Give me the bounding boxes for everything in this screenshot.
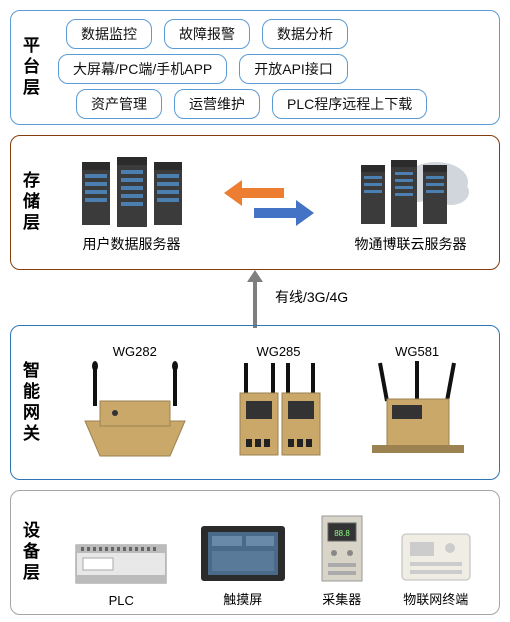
storage-layer: 存储层 用户数据服务 <box>10 135 500 270</box>
pill-alarm: 故障报警 <box>164 19 250 49</box>
storage-body: 用户数据服务器 <box>48 136 499 269</box>
touchscreen-icon <box>198 521 288 586</box>
pill-plc-dl: PLC程序远程上下载 <box>272 89 427 119</box>
gateway-body: WG282 WG285 <box>48 326 499 479</box>
gateway-item-wg285: WG285 <box>228 344 328 461</box>
sync-arrows-icon <box>224 178 314 228</box>
device-plc: PLC <box>71 530 171 608</box>
cloud-server-label: 物通博联云服务器 <box>355 234 467 254</box>
gw-label-0: WG282 <box>113 344 157 359</box>
device-label: 设备层 <box>11 491 48 614</box>
pill-monitor: 数据监控 <box>66 19 152 49</box>
collector-icon: 88.8 <box>314 511 369 586</box>
pill-api: 开放API接口 <box>239 54 348 84</box>
gateway-layer: 智能网关 WG282 WG285 <box>10 325 500 480</box>
dev-label-0: PLC <box>109 593 134 608</box>
storage-label: 存储层 <box>11 136 48 269</box>
device-collector: 88.8 采集器 <box>314 511 369 608</box>
router-wg282-icon <box>75 361 195 461</box>
connector-label: 有线/3G/4G <box>275 287 348 307</box>
device-layer: 设备层 PLC 触摸屏 <box>10 490 500 615</box>
device-iot-terminal: 物联网终端 <box>396 526 476 608</box>
router-wg581-icon <box>362 361 472 461</box>
pill-ops: 运营维护 <box>174 89 260 119</box>
dev-label-3: 物联网终端 <box>403 589 468 608</box>
pill-asset: 资产管理 <box>76 89 162 119</box>
dev-label-2: 采集器 <box>322 589 361 608</box>
gateway-item-wg282: WG282 <box>75 344 195 461</box>
cloud-server-icon <box>351 152 471 232</box>
server-rack-icon <box>77 152 187 232</box>
iot-terminal-icon <box>396 526 476 586</box>
platform-layer: 平台层 数据监控 故障报警 数据分析 大屏幕/PC端/手机APP 开放API接口… <box>10 10 500 125</box>
svg-text:88.8: 88.8 <box>334 529 350 538</box>
dev-label-1: 触摸屏 <box>223 589 262 608</box>
connector-arrow-icon <box>240 270 270 330</box>
platform-label: 平台层 <box>11 11 48 124</box>
platform-body: 数据监控 故障报警 数据分析 大屏幕/PC端/手机APP 开放API接口 资产管… <box>48 11 499 124</box>
gw-label-1: WG285 <box>256 344 300 359</box>
pill-analysis: 数据分析 <box>262 19 348 49</box>
plc-icon <box>71 530 171 590</box>
gateway-item-wg581: WG581 <box>362 344 472 461</box>
user-server-label: 用户数据服务器 <box>83 234 181 254</box>
gateway-label: 智能网关 <box>11 326 48 479</box>
router-wg285-icon <box>228 361 328 461</box>
pill-clients: 大屏幕/PC端/手机APP <box>58 54 227 84</box>
gw-label-2: WG581 <box>395 344 439 359</box>
device-hmi: 触摸屏 <box>198 521 288 608</box>
cloud-server: 物通博联云服务器 <box>351 152 471 254</box>
user-server: 用户数据服务器 <box>77 152 187 254</box>
device-body: PLC 触摸屏 88.8 采集器 <box>48 491 499 614</box>
